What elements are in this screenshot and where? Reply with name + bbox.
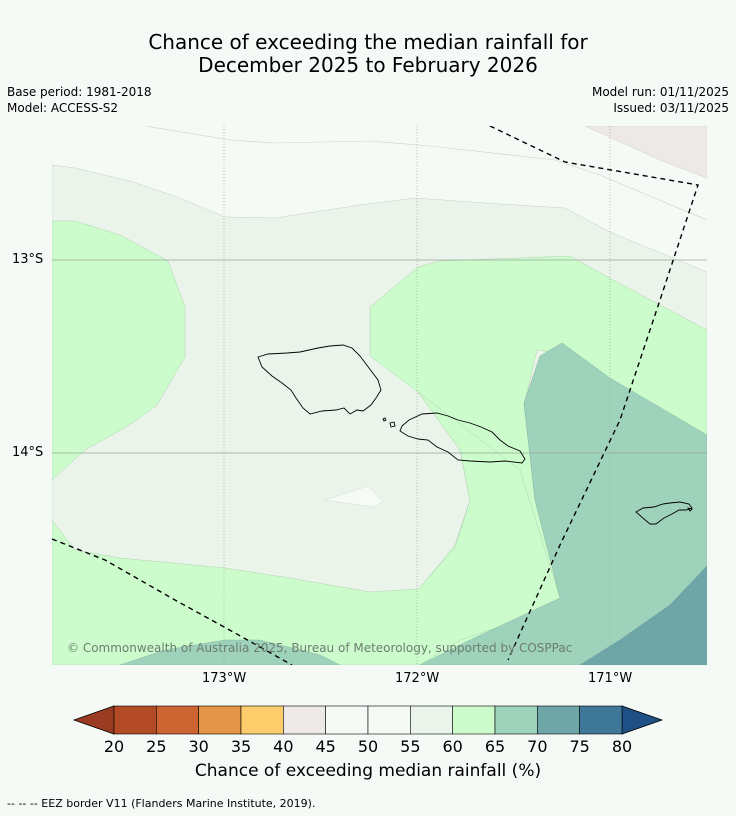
colorbar-tick-30: 30 [188,737,209,756]
colorbar-tick-35: 35 [230,737,252,756]
lon-label-172w: 172°W [395,671,440,686]
title-line-1: Chance of exceeding the median rainfall … [148,30,588,54]
colorbar-tick-25: 25 [146,737,167,756]
colorbar-bin-65-70 [494,705,538,735]
meta-left: Base period: 1981-2018 Model: ACCESS-S2 [7,84,152,116]
aunuu-islet [686,507,693,512]
colorbar-bin-60-65 [452,705,496,735]
eez-border-southwest [52,538,293,665]
region-65-70-south [119,639,341,665]
region-60-65-west [52,220,186,481]
title-line-2: December 2025 to February 2026 [198,53,538,77]
model-run: Model run: 01/11/2025 [591,85,729,99]
apolima-islet [382,417,387,422]
model-name: Model: ACCESS-S2 [7,101,119,115]
colorbar-tick-45: 45 [315,737,336,756]
colorbar-tick-50: 50 [357,737,379,756]
colorbar-tick-65: 65 [484,737,506,756]
colorbar-bin-55-60 [410,705,453,735]
region-70-75-southeast [579,565,707,665]
colorbar-under-arrow [72,705,115,735]
lon-label-171w: 171°W [588,671,633,686]
region-40-45-corner [584,126,707,179]
manono-islet [389,421,396,428]
colorbar-over-arrow [621,705,664,735]
lon-label-173w: 173°W [202,671,247,686]
colorbar-bin-45-50 [325,705,369,735]
issued-date: Issued: 03/11/2025 [613,101,729,115]
colorbar-tick-60: 60 [442,737,463,756]
region-65-70-east [419,342,707,665]
colorbar-tick-55: 55 [400,737,421,756]
island-coastlines [257,344,693,525]
upolu-island [399,412,526,464]
graticule [52,126,707,665]
copyright-notice: © Commonwealth of Australia 2025, Bureau… [67,641,573,655]
eez-footnote: -- -- -- EEZ border V11 (Flanders Marine… [7,797,316,810]
colorbar-bin-30-35 [198,705,242,735]
lat-label-13s: 13°S [12,252,44,267]
contour-line-north [144,126,707,221]
region-50-55-patch [324,485,384,508]
eez-border-east [489,126,699,661]
colorbar-bin-75-80 [579,705,623,735]
colorbar-tick-70: 70 [527,737,548,756]
savaii-island [257,344,382,415]
colorbar-tick-20: 20 [103,737,125,756]
colorbar-bin-70-75 [537,705,580,735]
region-60-65-south [52,391,561,665]
colorbar-label: Chance of exceeding median rainfall (%) [194,761,542,781]
map-frame [52,126,707,665]
colorbar-bin-20-25 [113,705,157,735]
chart-title: Chance of exceeding the median rainfall … [0,31,736,77]
colorbar-bin-35-40 [240,705,284,735]
colorbar [72,705,664,735]
colorbar-tick-80: 80 [611,737,633,756]
lat-label-14s: 14°S [12,445,44,460]
colorbar-bin-25-30 [156,705,199,735]
meta-right: Model run: 01/11/2025 Issued: 03/11/2025 [592,84,729,116]
colorbar-bin-40-45 [283,705,326,735]
colorbar-bin-50-55 [367,705,411,735]
base-period: Base period: 1981-2018 [7,85,152,99]
colorbar-tick-75: 75 [569,737,590,756]
colorbar-tick-40: 40 [273,737,294,756]
